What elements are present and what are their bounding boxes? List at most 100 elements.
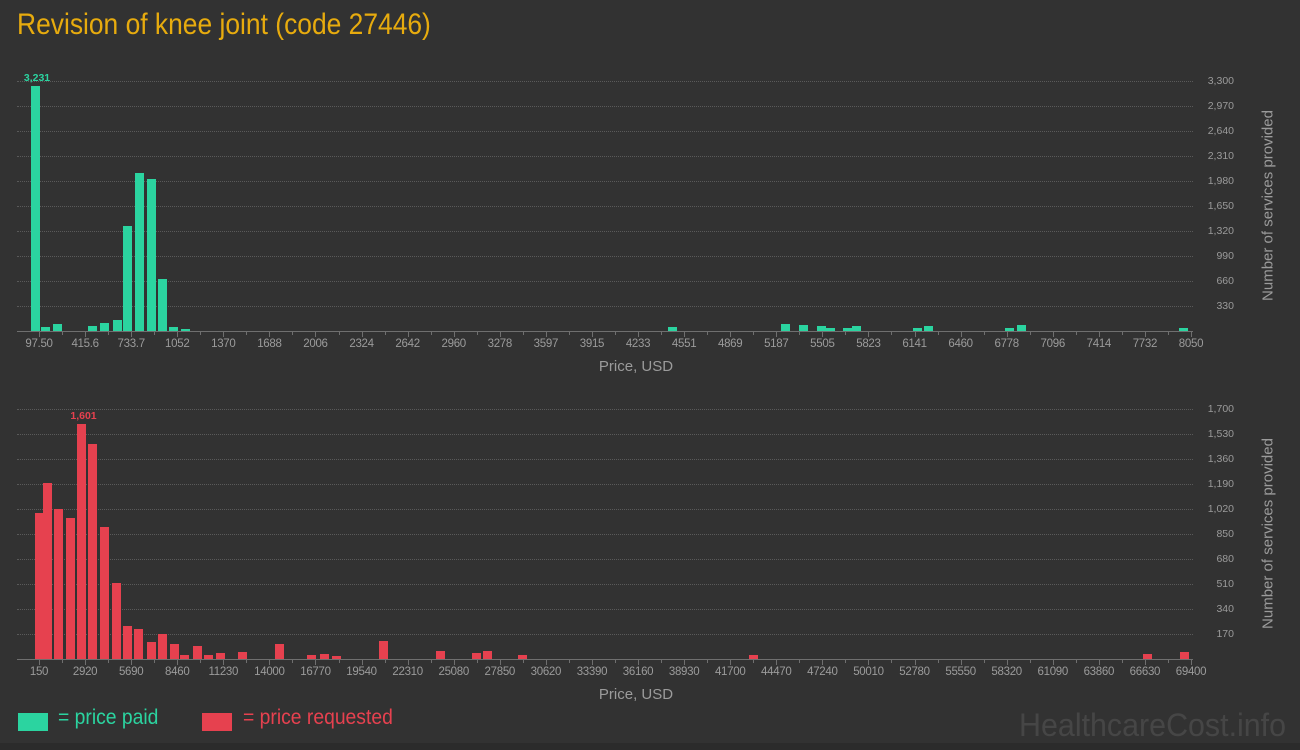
x-axis-tick [453, 332, 455, 337]
x-axis-tick-label: 8050 [1178, 338, 1204, 350]
histogram-bar[interactable] [912, 327, 922, 331]
x-axis-tick-label: 61090 [1037, 666, 1069, 678]
histogram-bar[interactable] [781, 324, 791, 331]
histogram-bar[interactable] [157, 278, 167, 331]
x-axis-tick [269, 332, 271, 337]
y-axis-tick-label: 680 [1216, 553, 1234, 565]
histogram-bar[interactable] [215, 653, 225, 659]
y-axis-tick-label: 340 [1216, 603, 1234, 615]
histogram-bar[interactable] [319, 653, 329, 659]
histogram-bar[interactable] [169, 326, 179, 331]
histogram-bar[interactable] [169, 643, 179, 659]
histogram-bar[interactable] [238, 652, 248, 659]
x-axis-minor-tick [983, 332, 985, 335]
x-axis-minor-tick [522, 332, 524, 335]
histogram-bar[interactable] [817, 326, 827, 331]
histogram-bar[interactable] [331, 656, 341, 659]
histogram-bar[interactable] [111, 582, 121, 659]
histogram-bar[interactable] [1016, 324, 1026, 331]
gridline [17, 459, 1193, 460]
histogram-bar[interactable] [179, 655, 189, 659]
histogram-bar[interactable] [1178, 327, 1188, 331]
x-axis-tick [1144, 332, 1146, 337]
histogram-bar[interactable] [42, 482, 52, 659]
x-axis-tick [361, 332, 363, 337]
histogram-bar[interactable] [378, 641, 388, 659]
x-axis-tick-label: 2920 [72, 666, 98, 678]
histogram-bar[interactable] [52, 323, 62, 331]
x-axis-tick-label: 415.6 [71, 338, 99, 350]
x-axis-minor-tick [799, 660, 801, 663]
histogram-bar[interactable] [134, 628, 144, 659]
legend-paid-label[interactable]: = price paid [58, 706, 159, 729]
histogram-bar[interactable] [923, 325, 933, 331]
histogram-bar[interactable] [88, 326, 98, 331]
gridline [17, 131, 1193, 132]
histogram-bar[interactable] [842, 327, 852, 331]
y-axis-tick-label: 1,530 [1207, 428, 1234, 440]
gridline [17, 231, 1193, 232]
histogram-bar[interactable] [1179, 652, 1189, 659]
footer-strip [0, 743, 1300, 750]
x-axis-tick-label: 2642 [395, 338, 420, 350]
histogram-bar[interactable] [146, 642, 156, 659]
x-axis-tick-label: 7732 [1132, 338, 1158, 350]
histogram-bar[interactable] [203, 655, 213, 659]
histogram-bar[interactable] [518, 655, 527, 659]
histogram-bar[interactable] [748, 654, 758, 659]
x-axis-minor-tick [522, 660, 524, 663]
x-axis-tick-label: 5505 [810, 338, 835, 350]
histogram-bar[interactable] [158, 634, 168, 659]
legend-paid-swatch-icon[interactable] [18, 713, 48, 731]
histogram-bar[interactable] [1143, 653, 1153, 659]
histogram-bar[interactable] [435, 650, 445, 659]
x-axis-tick [591, 332, 593, 337]
x-axis-minor-tick [799, 332, 801, 335]
histogram-bar[interactable] [472, 653, 481, 659]
x-axis-tick-label: 6778 [994, 338, 1019, 350]
histogram-bar[interactable] [53, 509, 63, 659]
histogram-bar[interactable] [122, 226, 132, 331]
histogram-bar[interactable] [40, 327, 50, 331]
x-axis-minor-tick [292, 332, 294, 335]
histogram-bar[interactable] [100, 526, 110, 659]
x-axis-tick [960, 332, 962, 337]
legend-requested-label[interactable]: = price requested [243, 706, 393, 729]
histogram-bar[interactable] [30, 86, 40, 331]
histogram-bar[interactable] [668, 327, 678, 331]
y-axis-tick-label: 850 [1216, 528, 1234, 540]
histogram-bar[interactable] [77, 423, 86, 659]
histogram-bar[interactable] [123, 625, 132, 659]
x-axis-tick [545, 660, 547, 665]
histogram-bar[interactable] [134, 172, 144, 331]
histogram-bar[interactable] [181, 328, 191, 331]
gridline [17, 306, 1193, 307]
x-axis-tick [1052, 332, 1054, 337]
x-axis-tick [914, 660, 916, 665]
gridline [17, 206, 1193, 207]
histogram-bar[interactable] [146, 178, 156, 331]
histogram-bar[interactable] [482, 650, 492, 659]
legend-requested-swatch-icon[interactable] [202, 713, 232, 731]
y-axis-tick-label: 2,970 [1207, 100, 1234, 112]
x-axis-minor-tick [292, 660, 294, 663]
x-axis-tick-label: 2324 [349, 338, 374, 350]
histogram-bar[interactable] [826, 327, 836, 331]
histogram-bar[interactable] [1005, 328, 1015, 331]
histogram-bar[interactable] [66, 517, 76, 659]
histogram-bar[interactable] [307, 655, 317, 659]
x-axis-tick [684, 332, 686, 337]
x-axis-minor-tick [338, 660, 340, 663]
histogram-bar[interactable] [851, 326, 861, 331]
gridline [17, 81, 1193, 82]
x-axis-tick [39, 332, 40, 337]
x-axis-tick-label: 7414 [1086, 338, 1112, 350]
histogram-bar[interactable] [112, 320, 122, 331]
histogram-bar[interactable] [192, 645, 202, 659]
histogram-bar[interactable] [87, 443, 97, 659]
histogram-bar[interactable] [275, 644, 285, 659]
histogram-bar[interactable] [798, 325, 808, 331]
histogram-bar[interactable] [34, 513, 44, 659]
histogram-bar[interactable] [100, 322, 110, 331]
